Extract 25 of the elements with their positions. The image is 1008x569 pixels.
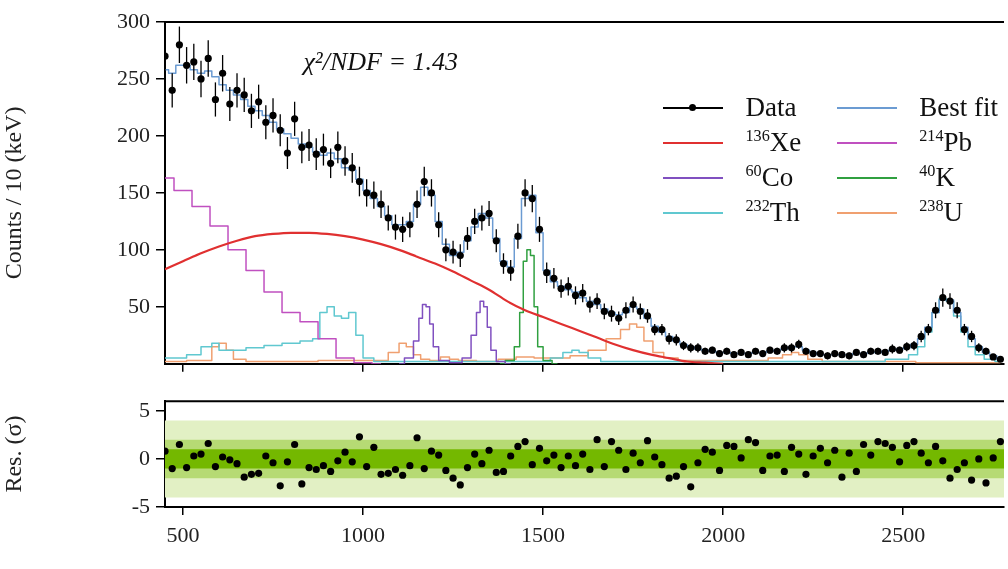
annotation: χ²/NDF = 1.43	[300, 46, 458, 76]
y-tick-label: 0	[139, 444, 150, 470]
x-tick-label: 1000	[341, 521, 386, 547]
y-tick-label: 250	[117, 64, 150, 90]
legend-label: Data	[745, 92, 797, 123]
x-tick-label: 2500	[881, 521, 926, 547]
legend-label: $^{136}$Xe	[745, 127, 802, 158]
y-tick-label: 200	[117, 121, 150, 147]
y-tick-label: -5	[131, 492, 150, 518]
y-tick-label: 5	[139, 396, 150, 422]
legend-label: Best fit	[919, 92, 998, 123]
y-tick-label: 150	[117, 178, 150, 204]
y-tick-label: 50	[128, 292, 150, 318]
y-tick-label: 100	[117, 235, 150, 261]
legend-label: $^{232}$Th	[745, 197, 800, 228]
x-tick-label: 1500	[521, 521, 566, 547]
x-tick-label: 2000	[701, 521, 746, 547]
y-tick-label: 300	[117, 7, 150, 33]
legend-label: $^{40}$K	[919, 162, 955, 193]
y-axis-title: Counts / 10 (keV)	[0, 106, 26, 280]
x-tick-label: 500	[166, 521, 200, 547]
legend-label: $^{238}$U	[919, 197, 964, 228]
legend-label: $^{60}$Co	[745, 162, 794, 193]
legend-label: $^{214}$Pb	[919, 127, 973, 158]
y-axis-title: Res. (σ)	[0, 415, 26, 493]
